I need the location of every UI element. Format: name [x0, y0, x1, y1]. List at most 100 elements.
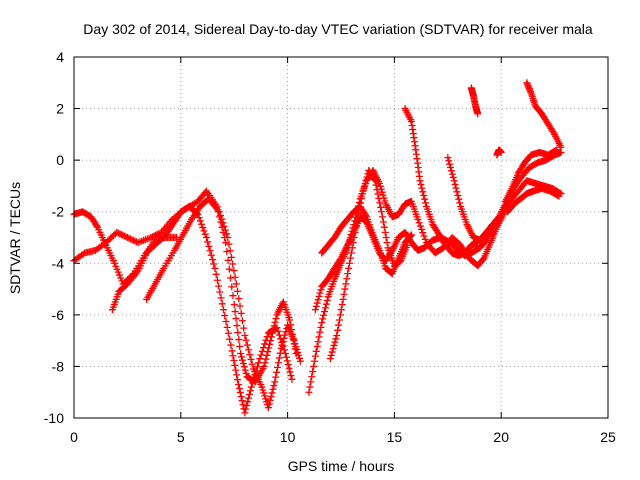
data-point	[226, 335, 234, 343]
data-point	[225, 240, 233, 248]
data-point	[286, 316, 294, 324]
data-point	[234, 287, 242, 295]
data-point	[281, 331, 289, 339]
data-point	[204, 238, 212, 246]
data-point	[227, 253, 235, 261]
y-tick-label: 4	[56, 49, 64, 65]
y-tick-label: 0	[56, 152, 64, 168]
data-point	[363, 173, 371, 181]
data-point	[323, 296, 331, 304]
data-point	[224, 234, 232, 241]
data-point	[308, 373, 316, 381]
data-point	[200, 227, 208, 235]
data-point	[421, 235, 429, 243]
data-point	[232, 366, 240, 374]
data-point	[241, 409, 249, 417]
data-point	[362, 176, 370, 184]
data-point	[282, 353, 290, 361]
data-point	[306, 383, 314, 391]
data-point	[126, 235, 134, 243]
data-point	[350, 234, 358, 241]
data-point	[274, 364, 282, 372]
data-point	[335, 316, 343, 324]
series-arc-m	[493, 146, 505, 159]
data-point	[319, 315, 327, 323]
data-point	[199, 224, 207, 232]
data-point	[286, 368, 294, 376]
series-arc-e	[305, 166, 565, 396]
data-point	[355, 209, 363, 217]
x-tick-label: 15	[387, 429, 403, 445]
data-point	[128, 236, 136, 244]
data-point	[244, 398, 252, 406]
data-point	[223, 230, 231, 238]
data-point	[554, 192, 562, 200]
data-point	[320, 311, 328, 319]
data-point	[382, 234, 390, 241]
data-point	[314, 296, 322, 304]
data-point	[232, 315, 240, 323]
data-point	[202, 234, 210, 241]
data-point	[280, 346, 288, 354]
data-point	[245, 346, 253, 354]
data-point	[321, 304, 329, 312]
data-point	[210, 260, 218, 268]
data-point	[218, 215, 226, 223]
data-point	[321, 308, 329, 316]
data-point	[227, 341, 235, 349]
data-point	[213, 276, 221, 284]
data-point	[283, 357, 291, 365]
data-point	[238, 397, 246, 405]
series-arc-o	[504, 185, 563, 216]
chart-title: Day 302 of 2014, Sidereal Day-to-day VTE…	[83, 21, 593, 37]
data-point	[123, 234, 131, 241]
data-point	[494, 214, 502, 222]
series-arc-a	[70, 208, 181, 288]
data-point	[340, 290, 348, 298]
x-tick-label: 0	[70, 429, 78, 445]
y-tick-label: -4	[52, 255, 65, 271]
data-point	[275, 354, 283, 362]
data-point	[339, 295, 347, 303]
data-point	[315, 292, 323, 300]
data-point	[226, 247, 234, 255]
data-point	[305, 388, 313, 396]
data-point	[237, 393, 245, 401]
x-axis-label: GPS time / hours	[288, 458, 395, 474]
data-point	[277, 344, 285, 352]
data-point	[417, 180, 425, 188]
data-point	[311, 352, 319, 360]
data-point	[338, 301, 346, 309]
data-point	[242, 405, 250, 413]
data-point	[322, 300, 330, 308]
data-point	[116, 230, 124, 238]
data-point	[403, 241, 411, 249]
data-point	[268, 389, 276, 397]
data-point	[327, 351, 335, 359]
data-point	[497, 148, 505, 156]
data-point	[228, 283, 236, 291]
x-tick-label: 5	[177, 429, 185, 445]
data-point	[117, 231, 125, 239]
data-point	[341, 285, 349, 293]
data-point	[359, 186, 367, 194]
data-point	[230, 301, 238, 309]
data-point	[273, 324, 281, 332]
data-point	[474, 110, 482, 118]
data-point	[317, 323, 325, 331]
data-point	[420, 232, 428, 240]
data-point	[447, 167, 455, 175]
series-arc-j	[444, 154, 503, 244]
data-point	[240, 363, 248, 371]
data-point	[329, 345, 337, 353]
data-point	[383, 239, 391, 247]
data-point	[272, 373, 280, 381]
data-point	[236, 389, 244, 397]
data-point	[259, 344, 267, 352]
data-point	[229, 260, 237, 268]
data-point	[296, 357, 304, 365]
y-axis-label: SDTVAR / TECUs	[7, 182, 23, 294]
data-point	[376, 199, 384, 207]
data-point	[234, 376, 242, 384]
data-point	[230, 267, 238, 275]
